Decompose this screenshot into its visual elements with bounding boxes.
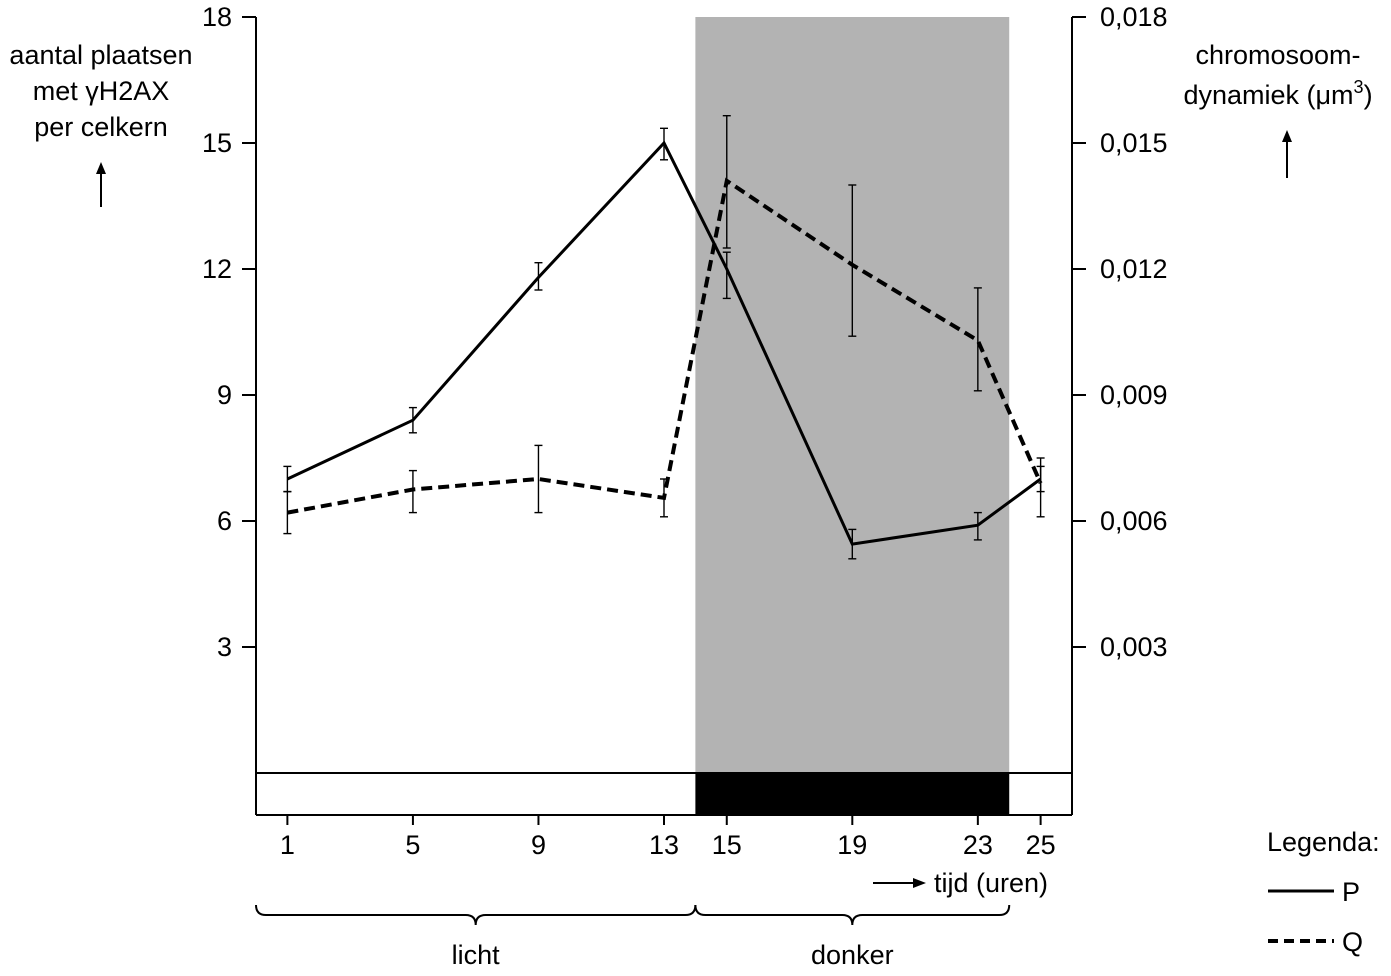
x-tick-label: 25: [1026, 830, 1056, 860]
series-layer: [283, 114, 1045, 560]
series-q-error-bar: [1036, 457, 1045, 518]
series-p-error-bar: [660, 127, 668, 161]
up-arrow-icon: [1282, 130, 1292, 178]
dark-period-bar: [695, 773, 1010, 815]
series-q-error-bar: [848, 184, 857, 337]
right-axis-title-suffix: ): [1364, 80, 1373, 110]
right-tick-label: 0,003: [1100, 632, 1168, 662]
right-axis-title-line-1: chromosoom-: [1195, 40, 1360, 70]
right-axis-title-line-2: dynamiek (μm3): [1183, 77, 1372, 110]
right-tick-label: 0,006: [1100, 506, 1168, 536]
series-q-error-bar: [973, 287, 982, 392]
series-q-error-bar: [534, 444, 543, 514]
right-axis-title-superscript: 3: [1354, 77, 1364, 97]
legend: Legenda: P Q: [1267, 827, 1380, 957]
x-axis-ticks: 1 5 9 13 15 19 23 25: [280, 815, 1056, 860]
left-axis-title-line-1: aantal plaatsen: [9, 40, 192, 70]
series-p-error-bar: [408, 406, 417, 434]
right-axis-title-prefix: dynamiek (: [1183, 80, 1315, 110]
right-axis-ticks: 0,003 0,006 0,009 0,012 0,015 0,018: [1072, 2, 1168, 662]
left-axis-title-line-2: met γH2AX: [33, 76, 170, 106]
series-q-error-bar: [283, 490, 292, 535]
series-p-error-bar: [973, 511, 982, 541]
x-tick-label: 1: [280, 830, 295, 860]
left-tick-label: 18: [202, 2, 232, 32]
x-tick-label: 19: [837, 830, 867, 860]
x-tick-label: 13: [649, 830, 679, 860]
right-tick-label: 0,009: [1100, 380, 1168, 410]
left-tick-label: 15: [202, 128, 232, 158]
left-tick-label: 9: [217, 380, 232, 410]
x-tick-label: 23: [963, 830, 993, 860]
left-axis-title-line-3: per celkern: [34, 112, 168, 142]
series-q-error-bar: [408, 469, 417, 514]
x-tick-label: 5: [405, 830, 420, 860]
left-axis-title: aantal plaatsen met γH2AX per celkern: [9, 40, 193, 207]
right-tick-label: 0,018: [1100, 2, 1168, 32]
legend-label-p: P: [1342, 877, 1360, 907]
x-tick-label: 15: [712, 830, 742, 860]
up-arrow-icon: [96, 162, 106, 207]
left-tick-label: 6: [217, 506, 232, 536]
legend-title: Legenda:: [1267, 827, 1380, 857]
period-brace-2: [694, 904, 1011, 926]
period-label-2: donker: [811, 940, 894, 970]
right-axis-title-unit: μm: [1315, 80, 1353, 110]
x-tick-label: 9: [531, 830, 546, 860]
period-brace-1: [255, 904, 697, 926]
series-p-line: [286, 140, 1042, 546]
left-tick-label: 3: [217, 632, 232, 662]
right-arrow-icon: [873, 878, 926, 888]
left-axis-ticks: 3 6 9 12 15 18: [202, 2, 256, 662]
x-axis-label: tijd (uren): [934, 868, 1048, 898]
dark-period-shading: [695, 17, 1010, 773]
period-label-1: licht: [452, 940, 501, 970]
x-axis-title: tijd (uren): [873, 868, 1048, 898]
series-q-error-bar: [722, 114, 731, 249]
period-braces: licht donker: [255, 904, 1011, 970]
series-q-line: [287, 177, 1043, 515]
series-q-error-bar: [660, 478, 668, 518]
right-tick-label: 0,012: [1100, 254, 1168, 284]
right-axis-title: chromosoom- dynamiek (μm3): [1183, 40, 1373, 178]
right-tick-label: 0,015: [1100, 128, 1168, 158]
series-p-error-bar: [722, 251, 731, 300]
series-p-error-bar: [534, 262, 543, 291]
legend-label-q: Q: [1342, 927, 1363, 957]
series-p-error-bar: [848, 528, 857, 560]
left-tick-label: 12: [202, 254, 232, 284]
